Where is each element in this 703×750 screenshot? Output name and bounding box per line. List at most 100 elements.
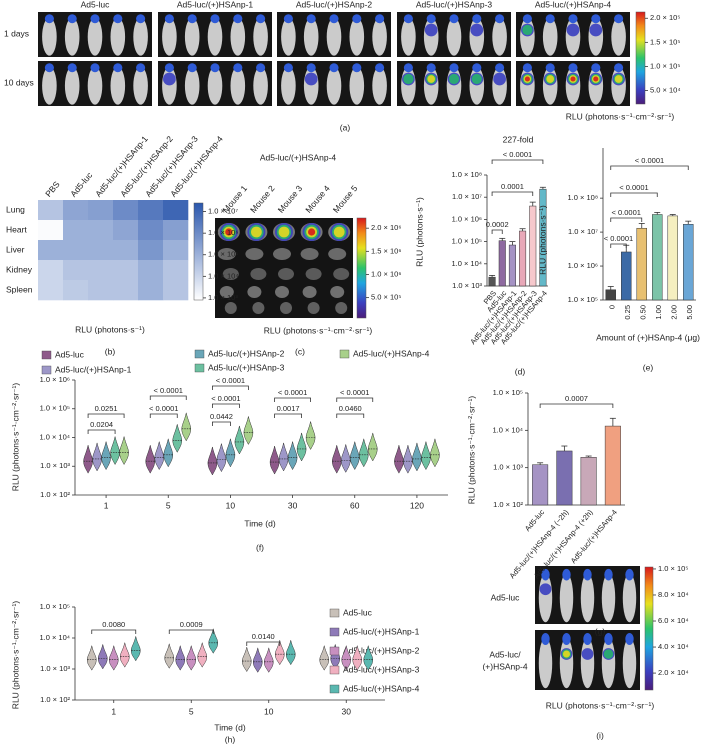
heatmap-cell: [38, 220, 64, 241]
violin: [186, 645, 197, 671]
mouse: [601, 573, 616, 623]
colorbar-tick-label: 1.0 × 10³: [208, 293, 238, 302]
mouse-head: [541, 633, 550, 645]
mouse: [588, 17, 604, 56]
mouse: [446, 17, 462, 56]
significance-bracket: [336, 397, 374, 402]
column-label: Ad5-luc: [68, 170, 95, 199]
y-tick-label: 1.0 × 10⁷: [568, 227, 598, 236]
column-label: Ad5-luc: [81, 0, 111, 9]
mouse-head: [604, 568, 613, 581]
mouse: [326, 66, 342, 105]
significance-bracket: [539, 403, 614, 408]
legend-label: Ad5-luc/(+)HSAnp-3: [208, 362, 285, 372]
y-tick-label: 1.0 × 10⁸: [452, 170, 482, 179]
significance-bracket: [168, 629, 214, 634]
mouse-head: [164, 63, 174, 73]
x-tick-label: Ad5-luc: [523, 508, 546, 533]
mouse-head: [67, 14, 77, 24]
mouse-head: [210, 14, 220, 24]
heatmap-cell: [63, 220, 89, 241]
annotation: 0.0251: [95, 404, 118, 413]
mouse: [611, 17, 626, 56]
mouse: [372, 17, 387, 56]
violin: [207, 446, 218, 476]
violin: [197, 642, 208, 668]
violin: [252, 647, 263, 673]
mouse: [303, 66, 319, 105]
column-label: Mouse 2: [248, 183, 277, 215]
violin: [358, 438, 369, 468]
violin: [340, 444, 351, 473]
colorbar-tick-label: 1.0 × 10⁵: [208, 250, 238, 259]
violin: [367, 432, 378, 462]
colorbar-tick-label: 1.0 × 10⁷: [208, 207, 238, 216]
mouse-head: [44, 63, 54, 73]
violin: [352, 645, 363, 671]
signal: [566, 23, 580, 37]
organ: [250, 268, 267, 280]
signal: [427, 75, 436, 83]
caption: (b): [105, 346, 116, 356]
mouse: [87, 66, 103, 105]
mouse: [622, 637, 637, 689]
legend-swatch: [41, 350, 52, 360]
violin: [341, 645, 352, 671]
mouse: [64, 66, 80, 105]
colorbar-tick-label: 1.0 × 10⁶: [208, 228, 238, 237]
mouse: [133, 17, 148, 56]
mouse: [469, 17, 485, 56]
mouse: [253, 17, 268, 56]
column-label: Mouse 5: [331, 183, 360, 215]
x-axis-label: Amount of (+)HSAnp-4 (μg): [596, 332, 700, 342]
legend-swatch: [329, 665, 340, 675]
violin: [363, 645, 374, 671]
mouse: [253, 66, 268, 105]
y-tick-label: 1.0 × 10²: [40, 490, 70, 499]
violin: [101, 441, 111, 471]
signal: [163, 72, 176, 86]
heatmap-cell: [88, 240, 114, 261]
x-tick-label: 0.50: [639, 305, 648, 320]
violin: [394, 445, 404, 474]
y-tick-label: 1.0 × 10²: [40, 695, 70, 704]
annotation: < 0.0001: [216, 376, 245, 385]
significance-bracket: [149, 413, 178, 418]
y-tick-label: 1.0 × 10⁵: [40, 404, 70, 413]
violin: [154, 441, 165, 471]
row-label: 1 days: [4, 28, 29, 38]
heatmap-cell: [138, 280, 164, 301]
mouse: [446, 66, 462, 105]
heatmap-cell: [88, 220, 114, 241]
annotation: < 0.0001: [340, 388, 369, 397]
significance-bracket: [491, 159, 544, 164]
column-label: Ad5-luc/(+)HSAnp-3: [416, 0, 493, 9]
legend-label: Ad5-luc/(+)HSAnp-1: [343, 626, 420, 636]
annotation: 0.0460: [339, 404, 362, 413]
caption: (c): [295, 346, 305, 356]
row-label: Liver: [6, 244, 25, 254]
mouse-head: [306, 63, 316, 73]
bar: [652, 214, 663, 301]
mouse-head: [233, 63, 243, 73]
heatmap-cell: [38, 260, 64, 281]
colorbar-label: RLU (photons·s⁻¹·cm⁻²·sr⁻¹): [546, 700, 655, 710]
legend-swatch: [329, 627, 340, 637]
annotation: < 0.0001: [149, 404, 178, 413]
mouse: [559, 637, 574, 689]
mouse-head: [329, 14, 339, 24]
mouse-head: [522, 14, 532, 24]
signal: [524, 76, 530, 82]
mouse-head: [495, 63, 505, 73]
violin: [305, 421, 316, 451]
signal: [581, 648, 594, 660]
colorbar-tick-label: 1.0 × 10⁵: [658, 564, 688, 573]
bar: [488, 276, 496, 287]
mouse-head: [568, 14, 578, 24]
annotation: 0.0080: [102, 620, 125, 629]
column-label: Mouse 3: [276, 183, 305, 215]
violin: [130, 636, 141, 662]
chart-title: 227-fold: [503, 134, 534, 144]
colorbar-tick-label: 2.0 × 10⁶: [371, 223, 401, 232]
mouse: [326, 17, 342, 56]
